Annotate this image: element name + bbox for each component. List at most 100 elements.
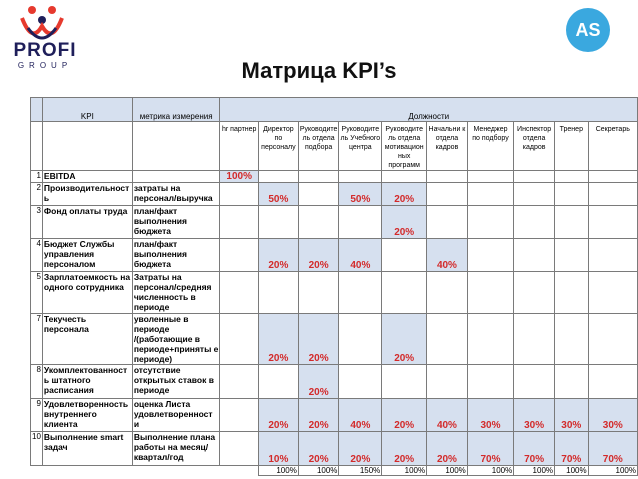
- row-number: 7: [30, 313, 43, 365]
- metric-name: план/факт выполнения бюджета: [131, 238, 221, 272]
- weight-cell: 10%: [257, 431, 299, 466]
- positions-row: hr партнер Директор по персоналу Руководит…: [30, 121, 638, 171]
- weight-cell: [338, 364, 383, 399]
- weight-cell: [219, 398, 259, 432]
- as-logo-badge: AS: [566, 8, 610, 52]
- weight-cell: [513, 238, 556, 272]
- weight-cell: 20%: [257, 238, 299, 272]
- weight-cell: [426, 271, 468, 314]
- row-number: 9: [30, 398, 43, 432]
- table-row: 2 Производительност ь затраты на персонал/…: [30, 182, 638, 206]
- total-cell: 100%: [381, 465, 428, 476]
- weight-cell: [219, 364, 259, 399]
- metric-name: оценка Листа удовлетворенност и: [131, 398, 221, 432]
- weight-cell: [466, 205, 515, 239]
- row-number: 1: [30, 170, 43, 183]
- weight-cell: [381, 238, 428, 272]
- row-number: 5: [30, 271, 43, 314]
- metric-name: отсутствие открытых ставок в периоде: [131, 364, 221, 399]
- weight-cell: 50%: [338, 182, 383, 206]
- weight-cell: [297, 182, 340, 206]
- profi-group-logo: PROFI GROUP: [4, 4, 84, 74]
- position-header: Руководите ль отдела мотивацион ных прог…: [381, 121, 428, 171]
- weight-cell: [587, 271, 638, 314]
- weight-cell: [466, 364, 515, 399]
- weight-cell: [219, 431, 259, 466]
- header-metric: метрика измерения: [131, 97, 221, 122]
- weight-cell: [587, 205, 638, 239]
- weight-cell: [338, 313, 383, 365]
- position-header: Инспектор отдела кадров: [513, 121, 556, 171]
- blank-cell: [131, 121, 221, 171]
- weight-cell: [381, 170, 428, 183]
- weight-cell: [513, 170, 556, 183]
- page-title: Матрица KPI’s: [241, 58, 397, 83]
- weight-cell: [513, 313, 556, 365]
- weight-cell: [426, 205, 468, 239]
- weight-cell: 20%: [297, 364, 340, 399]
- weight-cell: [381, 364, 428, 399]
- logo-figures-icon: [20, 6, 64, 40]
- weight-cell: [513, 182, 556, 206]
- table-row: 3 Фонд оплаты труда план/факт выполнения б…: [30, 205, 638, 239]
- weight-cell: 20%: [381, 182, 428, 206]
- weight-cell: [219, 205, 259, 239]
- total-cell: 100%: [297, 465, 340, 476]
- totals-row: 100% 100% 150% 100% 100% 100% 100% 100% 100%: [31, 465, 638, 476]
- weight-cell: 30%: [466, 398, 515, 432]
- weight-cell: [587, 170, 638, 183]
- weight-cell: [554, 238, 589, 272]
- table-row: 4 Бюджет Службы управления персоналом план…: [30, 238, 638, 272]
- kpi-matrix-table: KPI метрика измерения Должности hr партнер Д…: [30, 97, 638, 476]
- position-header: Руководите ль отдела подбора: [297, 121, 340, 171]
- weight-cell: 70%: [587, 431, 638, 466]
- weight-cell: [554, 170, 589, 183]
- header-row: KPI метрика измерения Должности: [30, 97, 638, 122]
- weight-cell: 40%: [338, 398, 383, 432]
- weight-cell: [219, 182, 259, 206]
- row-number: 2: [30, 182, 43, 206]
- weight-cell: [587, 313, 638, 365]
- metric-name: план/факт выполнения бюджета: [131, 205, 221, 239]
- total-cell: 100%: [426, 465, 468, 476]
- blank-cell: [31, 466, 43, 476]
- weight-cell: 20%: [297, 238, 340, 272]
- weight-cell: [466, 238, 515, 272]
- weight-cell: [257, 170, 299, 183]
- weight-cell: [554, 205, 589, 239]
- metric-name: [131, 170, 221, 183]
- kpi-name: Бюджет Службы управления персоналом: [41, 238, 133, 272]
- weight-cell: 20%: [297, 431, 340, 466]
- kpi-name: Зарплатоемкость на одного сотрудника: [41, 271, 133, 314]
- kpi-name: Фонд оплаты труда: [41, 205, 133, 239]
- weight-cell: [466, 271, 515, 314]
- weight-cell: [466, 313, 515, 365]
- weight-cell: [587, 182, 638, 206]
- weight-cell: 30%: [587, 398, 638, 432]
- weight-cell: [219, 313, 259, 365]
- weight-cell: 20%: [257, 313, 299, 365]
- kpi-name: Выполнение smart задач: [41, 431, 133, 466]
- weight-cell: [587, 238, 638, 272]
- header-kpi: KPI: [41, 97, 133, 122]
- weight-cell: [466, 182, 515, 206]
- weight-cell: 100%: [219, 170, 259, 183]
- weight-cell: 20%: [381, 205, 428, 239]
- weight-cell: 30%: [513, 398, 556, 432]
- table-row: 9 Удовлетворенность внутреннего клиента оц…: [30, 398, 638, 432]
- weight-cell: [338, 205, 383, 239]
- weight-cell: [297, 271, 340, 314]
- table-row: 1 EBITDA 100%: [30, 170, 638, 183]
- weight-cell: 40%: [426, 398, 468, 432]
- weight-cell: [554, 182, 589, 206]
- weight-cell: [381, 271, 428, 314]
- logo-wordmark: PROFI: [13, 40, 77, 61]
- kpi-name: Производительност ь: [41, 182, 133, 206]
- weight-cell: 20%: [381, 313, 428, 365]
- weight-cell: [338, 271, 383, 314]
- weight-cell: [338, 170, 383, 183]
- weight-cell: 70%: [466, 431, 515, 466]
- total-cell: 100%: [587, 465, 638, 476]
- weight-cell: [426, 313, 468, 365]
- weight-cell: 20%: [297, 398, 340, 432]
